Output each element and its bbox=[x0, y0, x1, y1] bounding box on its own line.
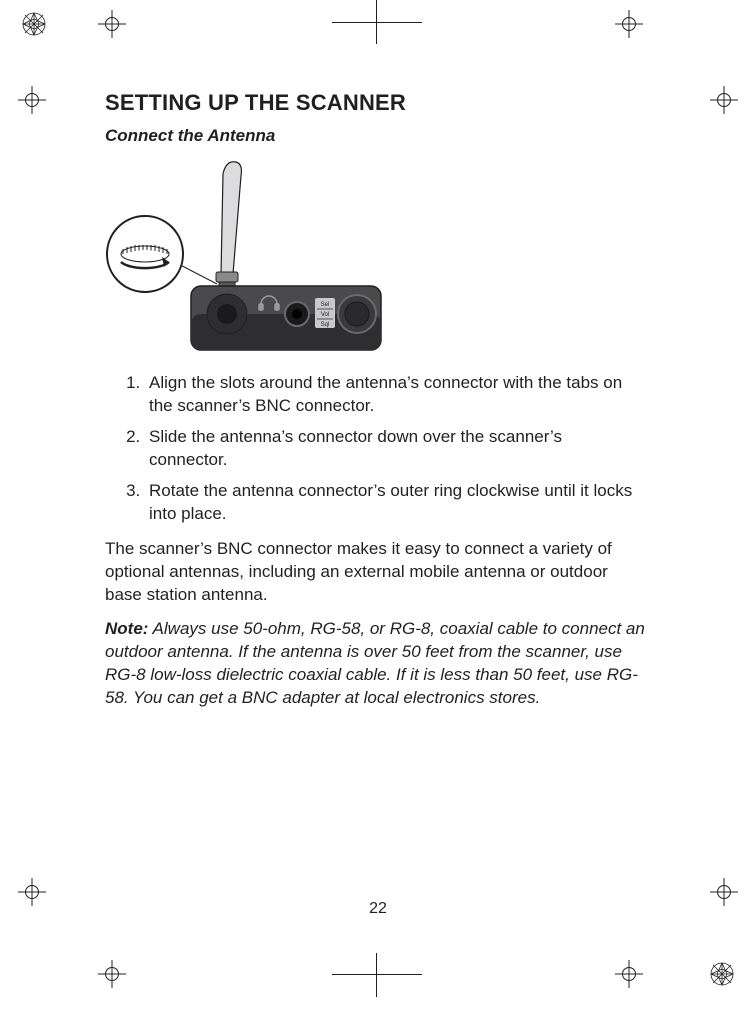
crop-line bbox=[332, 22, 422, 23]
registration-mark bbox=[615, 960, 643, 988]
crop-line bbox=[332, 974, 422, 975]
page-content: SETTING UP THE SCANNER Connect the Anten… bbox=[105, 90, 645, 722]
note-paragraph: Note: Always use 50-ohm, RG-58, or RG-8,… bbox=[105, 618, 645, 710]
registration-starburst-br bbox=[708, 960, 736, 988]
device-label-vol: Vol bbox=[321, 312, 329, 318]
body-paragraph: The scanner’s BNC connector makes it eas… bbox=[105, 538, 645, 607]
crop-line bbox=[376, 0, 377, 44]
step-item: Slide the antenna’s connector down over … bbox=[145, 426, 645, 472]
step-item: Rotate the antenna connector’s outer rin… bbox=[145, 480, 645, 526]
registration-mark bbox=[18, 86, 46, 114]
registration-mark bbox=[710, 86, 738, 114]
note-label: Note: bbox=[105, 619, 148, 638]
device-label-sel: Sel bbox=[321, 302, 330, 308]
device-label-sql: Sql bbox=[321, 322, 330, 328]
page-subheading: Connect the Antenna bbox=[105, 126, 645, 146]
page-number: 22 bbox=[0, 900, 756, 918]
steps-list: Align the slots around the antenna’s con… bbox=[105, 372, 645, 526]
note-body: Always use 50-ohm, RG-58, or RG-8, coaxi… bbox=[105, 619, 645, 707]
antenna-figure: Sel Vol Sql bbox=[101, 154, 391, 354]
registration-starburst-tl bbox=[20, 10, 48, 38]
registration-mark bbox=[615, 10, 643, 38]
registration-mark bbox=[98, 960, 126, 988]
registration-mark bbox=[98, 10, 126, 38]
page-heading: SETTING UP THE SCANNER bbox=[105, 90, 645, 116]
crop-line bbox=[376, 953, 377, 997]
step-item: Align the slots around the antenna’s con… bbox=[145, 372, 645, 418]
